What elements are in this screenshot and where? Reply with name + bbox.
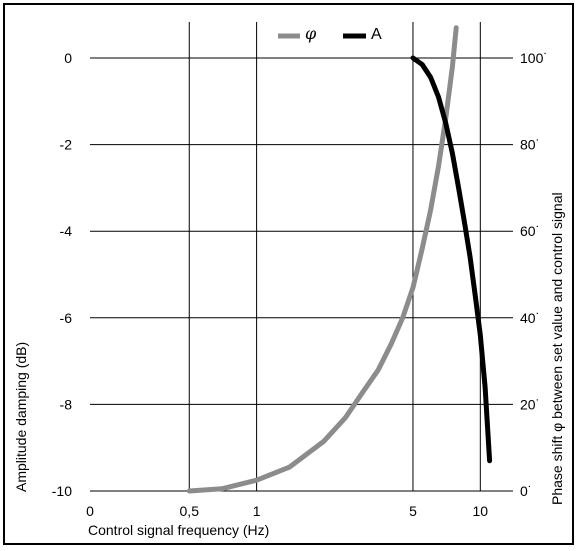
right-tick-label: 40˙ bbox=[520, 310, 540, 326]
right-axis-ticks: 100˙ 80˙ 60˙ 40˙ 20˙ 0˙ bbox=[520, 50, 548, 499]
series-line-a bbox=[410, 55, 493, 464]
left-tick-label: 0 bbox=[64, 50, 72, 66]
series-line-phi bbox=[186, 25, 459, 494]
right-tick-label: 0˙ bbox=[520, 483, 532, 499]
left-tick-label: -10 bbox=[52, 483, 72, 499]
right-tick-label: 20˙ bbox=[520, 396, 540, 412]
left-axis-ticks: 0 -2 -4 -6 -8 -10 bbox=[52, 50, 72, 499]
left-tick-label: -2 bbox=[60, 137, 73, 153]
x-tick-label: 0,5 bbox=[180, 503, 200, 519]
x-tick-label: 10 bbox=[473, 503, 489, 519]
left-tick-label: -4 bbox=[60, 223, 73, 239]
right-axis-title: Phase shift φ between set value and cont… bbox=[549, 192, 565, 505]
left-tick-label: -8 bbox=[60, 396, 73, 412]
x-axis-ticks: 0 0,5 1 5 10 bbox=[86, 503, 488, 519]
right-tick-label: 60˙ bbox=[520, 223, 540, 239]
right-tick-label: 100˙ bbox=[520, 50, 548, 66]
left-axis-title: Amplitude damping (dB) bbox=[13, 342, 29, 492]
x-tick-label: 0 bbox=[86, 503, 94, 519]
legend: φ A bbox=[278, 24, 382, 43]
x-axis-title: Control signal frequency (Hz) bbox=[88, 522, 269, 538]
series-lines bbox=[186, 25, 493, 494]
chart-frame bbox=[3, 3, 574, 545]
legend-label-a: A bbox=[371, 26, 382, 43]
right-tick-label: 80˙ bbox=[520, 137, 540, 153]
left-tick-label: -6 bbox=[60, 310, 73, 326]
x-tick-label: 5 bbox=[409, 503, 417, 519]
legend-label-phi: φ bbox=[305, 24, 317, 43]
x-tick-label: 1 bbox=[253, 503, 261, 519]
